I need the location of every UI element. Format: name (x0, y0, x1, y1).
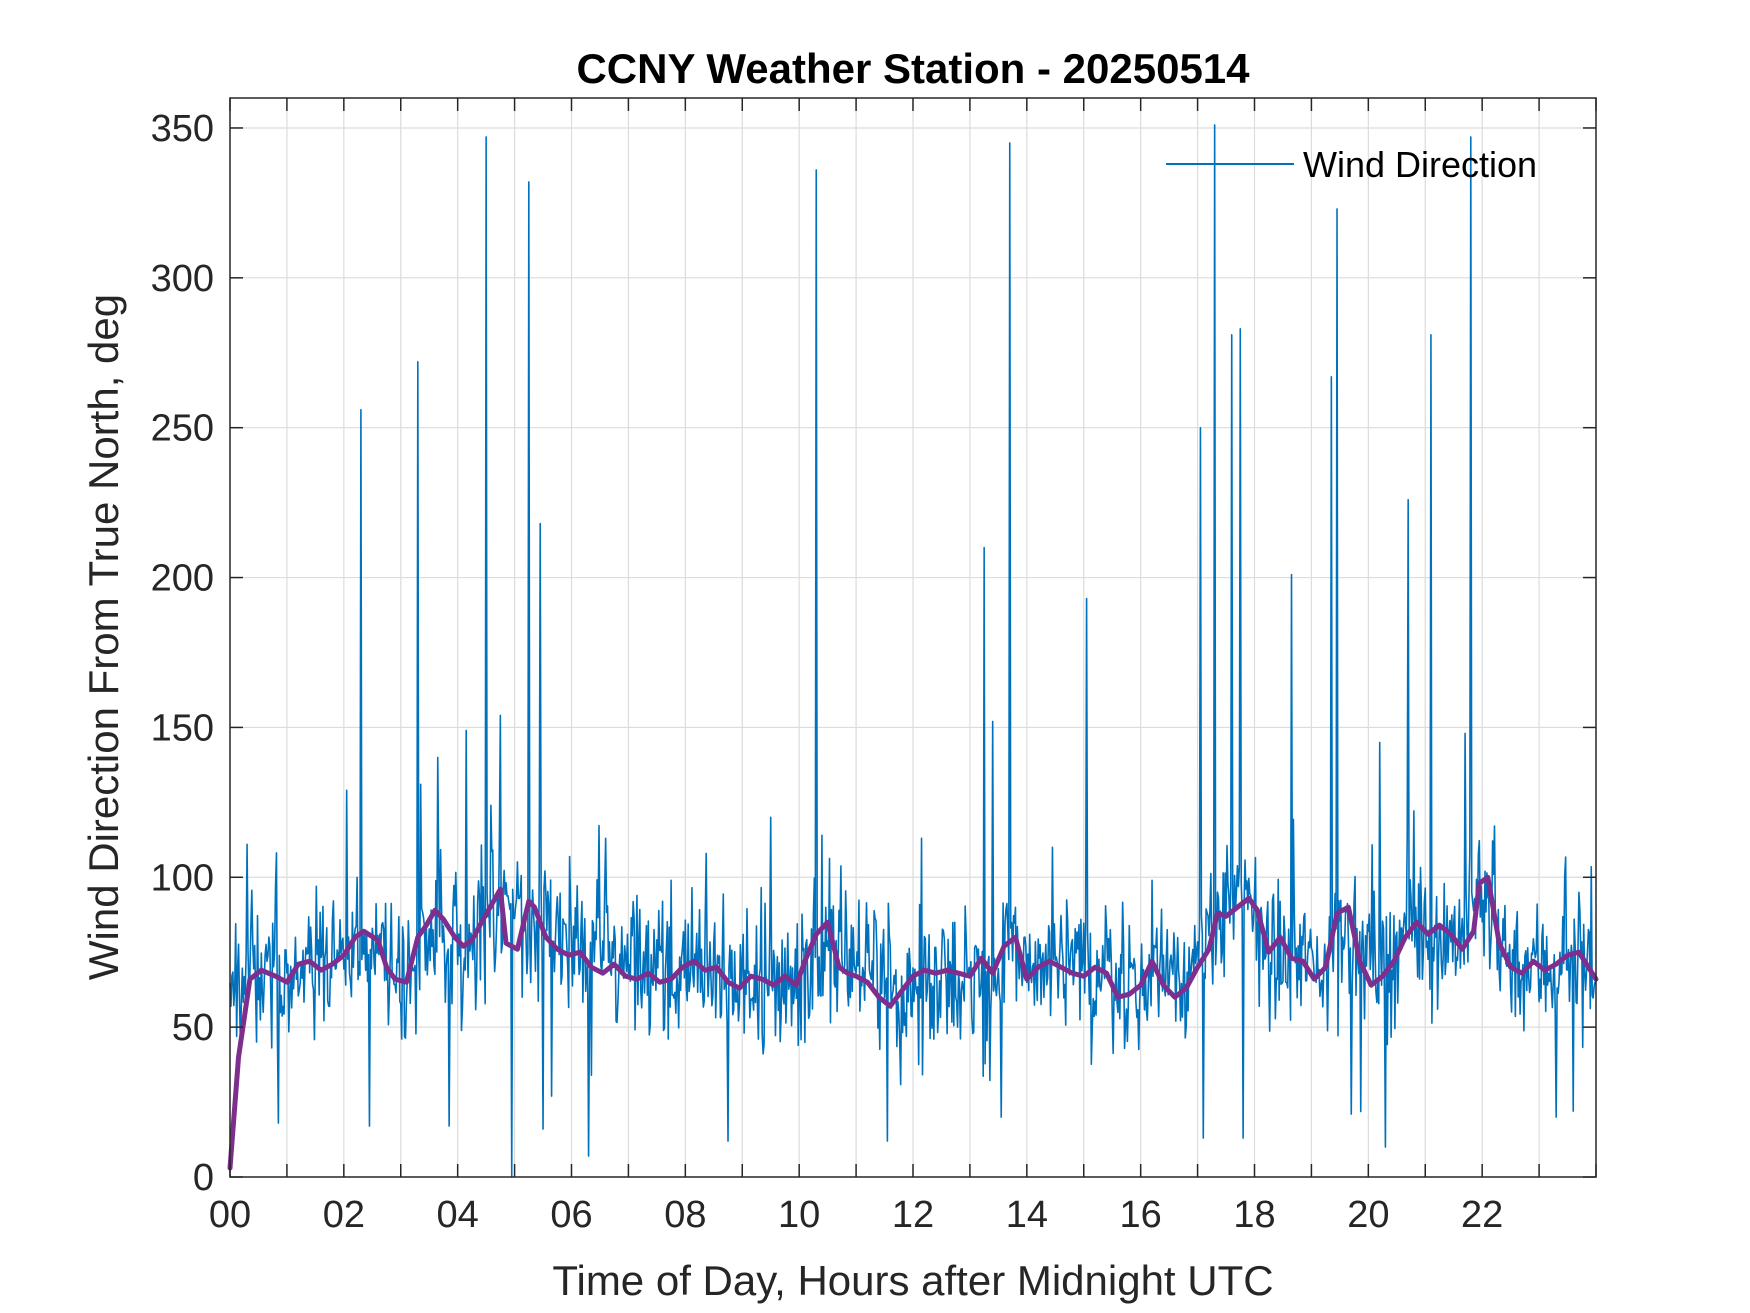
x-tick-label: 18 (1233, 1194, 1275, 1236)
series-running-mean (227, 874, 1599, 1171)
x-tick-label: 02 (323, 1194, 365, 1236)
legend-label-wind-direction: Wind Direction (1303, 144, 1537, 185)
x-tick-label: 14 (1006, 1194, 1048, 1236)
x-tick-label: 04 (437, 1194, 479, 1236)
running-mean-line (227, 874, 1599, 1171)
chart-title: CCNY Weather Station - 20250514 (576, 45, 1250, 92)
x-tick-label: 10 (778, 1194, 820, 1236)
wind-direction-line (229, 124, 1596, 1178)
y-tick-label: 100 (151, 857, 214, 899)
y-tick-label: 250 (151, 408, 214, 450)
y-tick-label: 200 (151, 558, 214, 600)
x-axis-label: Time of Day, Hours after Midnight UTC (552, 1257, 1273, 1304)
series-wind-direction (229, 124, 1596, 1178)
x-tick-label: 00 (209, 1194, 251, 1236)
y-tick-label: 150 (151, 707, 214, 749)
x-tick-label: 20 (1347, 1194, 1389, 1236)
x-tick-label: 06 (550, 1194, 592, 1236)
y-tick-labels: 0 50 100 150 200 250 300 350 (151, 108, 214, 1199)
x-tick-labels: 00 02 04 06 08 10 12 14 16 18 20 22 (209, 1194, 1503, 1236)
y-axis-label: Wind Direction From True North, deg (80, 294, 127, 980)
x-tick-label: 08 (664, 1194, 706, 1236)
y-tick-label: 350 (151, 108, 214, 150)
legend: Wind Direction (1166, 144, 1537, 185)
x-tick-label: 22 (1461, 1194, 1503, 1236)
tick-marks (229, 98, 1597, 1178)
y-tick-label: 50 (172, 1007, 214, 1049)
x-tick-label: 16 (1120, 1194, 1162, 1236)
y-tick-label: 300 (151, 258, 214, 300)
x-tick-label: 12 (892, 1194, 934, 1236)
y-tick-label: 0 (193, 1157, 214, 1199)
